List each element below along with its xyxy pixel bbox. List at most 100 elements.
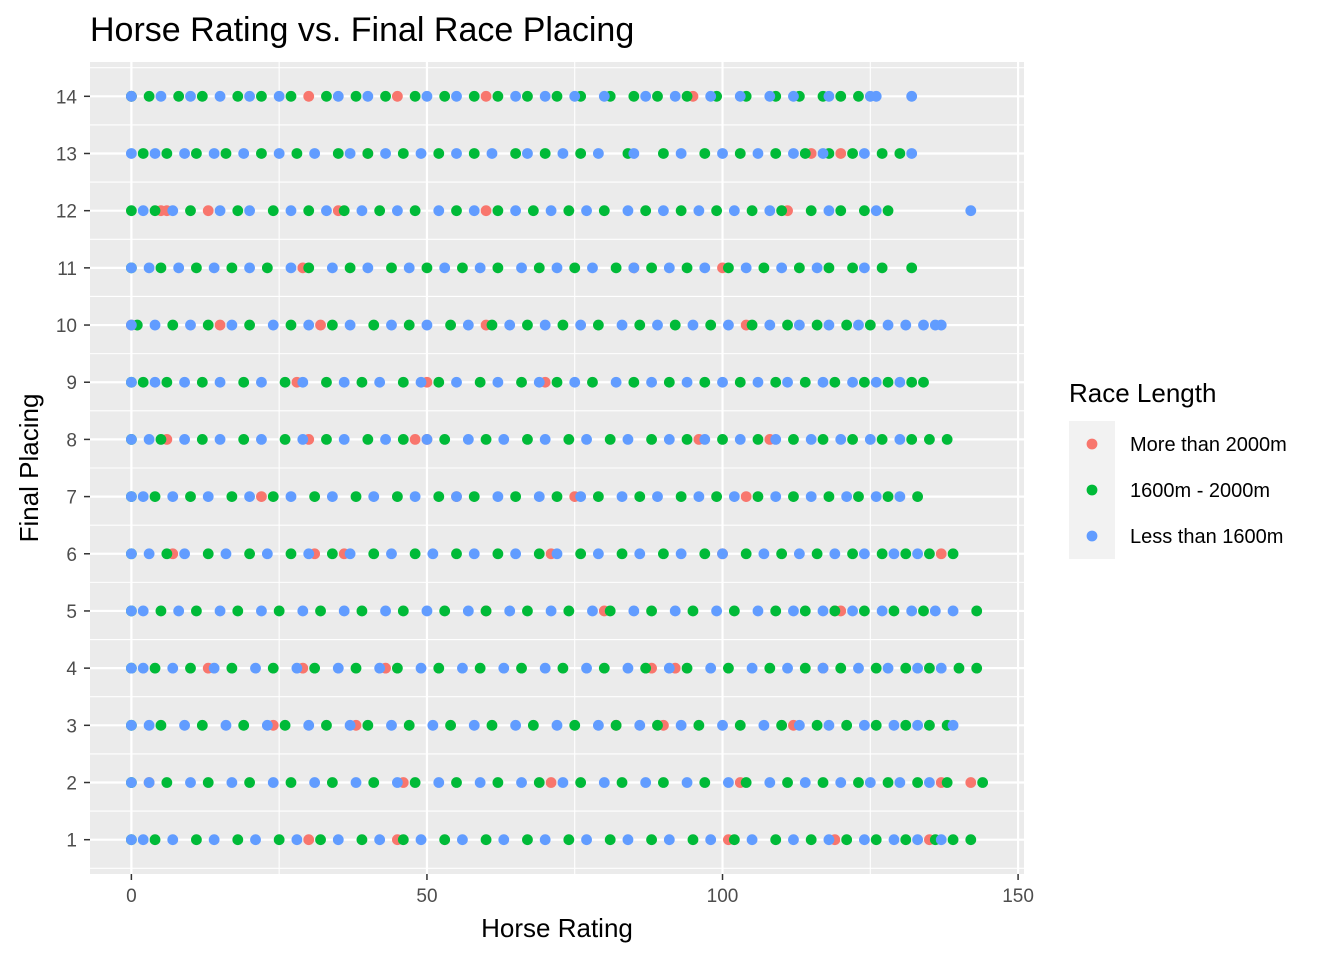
point-less-than-1600m xyxy=(409,491,421,502)
point-less-than-1600m xyxy=(386,319,397,331)
point-less-than-1600m xyxy=(752,148,764,159)
point-1600m-2000m xyxy=(770,376,782,388)
point-1600m-2000m xyxy=(965,834,977,846)
point-less-than-1600m xyxy=(539,834,551,846)
point-1600m-2000m xyxy=(238,376,250,388)
point-less-than-1600m xyxy=(598,777,610,788)
y-tick-label: 11 xyxy=(57,259,77,280)
point-1600m-2000m xyxy=(646,434,657,445)
y-tick-label: 13 xyxy=(56,144,77,165)
point-less-than-1600m xyxy=(894,376,906,388)
point-1600m-2000m xyxy=(858,605,870,617)
point-1600m-2000m xyxy=(516,376,527,388)
point-1600m-2000m xyxy=(847,548,858,560)
point-less-than-1600m xyxy=(616,319,628,331)
point-1600m-2000m xyxy=(658,148,669,159)
point-1600m-2000m xyxy=(870,834,882,846)
point-less-than-1600m xyxy=(214,376,226,388)
point-less-than-1600m xyxy=(125,376,137,388)
point-less-than-1600m xyxy=(764,205,776,217)
point-less-than-1600m xyxy=(581,662,592,674)
point-1600m-2000m xyxy=(161,376,173,388)
point-1600m-2000m xyxy=(734,719,746,731)
point-1600m-2000m xyxy=(380,90,391,102)
point-1600m-2000m xyxy=(823,262,835,274)
point-1600m-2000m xyxy=(728,834,740,846)
point-1600m-2000m xyxy=(191,605,202,617)
point-less-than-1600m xyxy=(202,491,214,502)
point-1600m-2000m xyxy=(740,777,752,788)
point-less-than-1600m xyxy=(427,719,439,731)
point-less-than-1600m xyxy=(894,777,906,788)
point-1600m-2000m xyxy=(610,262,622,274)
point-1600m-2000m xyxy=(853,491,864,502)
point-1600m-2000m xyxy=(953,662,965,674)
point-less-than-1600m xyxy=(770,434,782,445)
point-less-than-1600m xyxy=(817,605,829,617)
point-1600m-2000m xyxy=(321,434,332,445)
point-less-than-1600m xyxy=(380,148,391,159)
point-1600m-2000m xyxy=(492,777,504,788)
point-1600m-2000m xyxy=(391,662,403,674)
point-less-than-1600m xyxy=(344,148,356,159)
point-1600m-2000m xyxy=(776,719,788,731)
point-less-than-1600m xyxy=(728,491,740,502)
point-1600m-2000m xyxy=(847,148,858,159)
point-1600m-2000m xyxy=(527,205,539,217)
point-1600m-2000m xyxy=(510,491,522,502)
point-more-than-2000m xyxy=(303,90,315,102)
point-less-than-1600m xyxy=(841,491,853,502)
point-less-than-1600m xyxy=(935,662,947,674)
point-less-than-1600m xyxy=(256,605,267,617)
point-1600m-2000m xyxy=(315,834,326,846)
point-less-than-1600m xyxy=(137,662,149,674)
point-less-than-1600m xyxy=(717,719,728,731)
point-1600m-2000m xyxy=(906,434,918,445)
point-1600m-2000m xyxy=(362,434,374,445)
point-1600m-2000m xyxy=(811,719,823,731)
point-1600m-2000m xyxy=(634,491,646,502)
point-more-than-2000m xyxy=(409,434,421,445)
point-less-than-1600m xyxy=(858,834,870,846)
point-less-than-1600m xyxy=(167,491,179,502)
point-1600m-2000m xyxy=(693,719,705,731)
point-less-than-1600m xyxy=(622,205,634,217)
point-1600m-2000m xyxy=(835,662,847,674)
point-less-than-1600m xyxy=(734,434,746,445)
point-1600m-2000m xyxy=(516,662,527,674)
point-less-than-1600m xyxy=(137,491,149,502)
point-less-than-1600m xyxy=(208,262,220,274)
point-less-than-1600m xyxy=(451,90,462,102)
point-less-than-1600m xyxy=(143,777,155,788)
x-tick-label: 0 xyxy=(126,886,137,907)
point-less-than-1600m xyxy=(829,548,841,560)
point-less-than-1600m xyxy=(285,205,297,217)
point-less-than-1600m xyxy=(628,148,640,159)
point-less-than-1600m xyxy=(250,662,261,674)
point-1600m-2000m xyxy=(947,834,959,846)
point-1600m-2000m xyxy=(663,376,675,388)
point-1600m-2000m xyxy=(267,205,279,217)
point-1600m-2000m xyxy=(256,90,267,102)
point-less-than-1600m xyxy=(244,90,256,102)
point-less-than-1600m xyxy=(652,319,663,331)
point-1600m-2000m xyxy=(386,262,397,274)
point-less-than-1600m xyxy=(214,434,226,445)
point-less-than-1600m xyxy=(853,319,864,331)
point-less-than-1600m xyxy=(137,834,149,846)
point-1600m-2000m xyxy=(699,548,711,560)
point-1600m-2000m xyxy=(226,662,238,674)
point-1600m-2000m xyxy=(451,205,462,217)
point-less-than-1600m xyxy=(362,90,374,102)
point-less-than-1600m xyxy=(179,434,190,445)
point-1600m-2000m xyxy=(847,434,858,445)
point-1600m-2000m xyxy=(646,834,657,846)
point-1600m-2000m xyxy=(918,376,929,388)
y-tick-label: 1 xyxy=(66,831,77,852)
point-less-than-1600m xyxy=(734,90,746,102)
point-less-than-1600m xyxy=(793,319,805,331)
point-1600m-2000m xyxy=(835,205,847,217)
point-less-than-1600m xyxy=(533,376,545,388)
point-less-than-1600m xyxy=(421,90,433,102)
point-less-than-1600m xyxy=(894,434,906,445)
